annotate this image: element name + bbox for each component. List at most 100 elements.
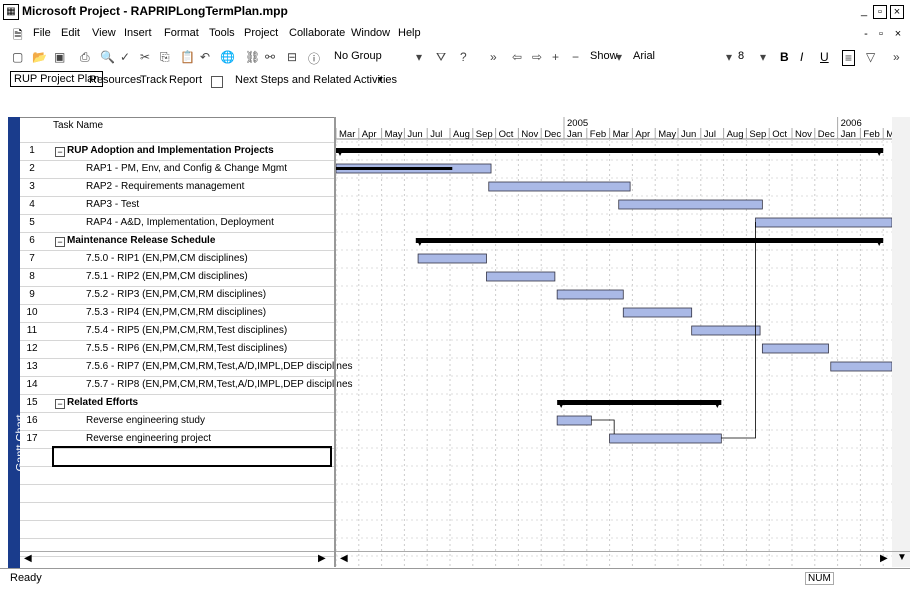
save-icon[interactable]: ▣	[54, 50, 66, 64]
task-bar[interactable]	[556, 289, 624, 300]
grid-horizontal-scrollbar[interactable]	[20, 551, 334, 567]
task-name[interactable]: 7.5.6 - RIP7 (EN,PM,CM,RM,Test,A/D,IMPL,…	[86, 361, 353, 372]
font-size-select[interactable]: 8	[738, 50, 745, 62]
copy-icon[interactable]: ⎘	[160, 50, 170, 64]
chart-scroll-left-icon[interactable]: ◀	[340, 553, 348, 564]
menu-tools[interactable]: Tools	[209, 27, 235, 39]
resources-button[interactable]: Resources	[89, 74, 142, 86]
task-bar[interactable]	[830, 361, 892, 372]
row-id[interactable]: 3	[29, 181, 35, 192]
font-dropdown-icon[interactable]: ▾	[726, 50, 733, 64]
spelling-icon[interactable]: ✓	[120, 50, 131, 64]
group-select[interactable]: No Group	[334, 50, 382, 62]
font-select[interactable]: Arial	[633, 50, 656, 62]
paste-icon[interactable]: 📋	[180, 50, 195, 64]
row-id[interactable]: 16	[26, 415, 38, 426]
task-name[interactable]: RAP4 - A&D, Implementation, Deployment	[86, 217, 274, 228]
doc-restore-icon[interactable]: ▫	[879, 28, 883, 40]
toolbar-options-icon[interactable]: »	[893, 50, 900, 64]
scroll-right-icon[interactable]: ⇨	[532, 50, 543, 64]
row-id[interactable]: 10	[26, 307, 38, 318]
task-name[interactable]: Maintenance Release Schedule	[67, 235, 216, 246]
bold-button[interactable]: B	[780, 50, 789, 64]
show-button[interactable]: Show	[590, 50, 618, 62]
task-bar[interactable]	[691, 325, 761, 336]
next-steps-dropdown-icon[interactable]: ▾	[378, 74, 383, 84]
vertical-scrollbar[interactable]	[892, 117, 910, 567]
next-steps-button[interactable]: Next Steps and Related Activities	[235, 74, 398, 86]
scroll-down-icon[interactable]: ▼	[897, 552, 907, 563]
task-bar[interactable]	[417, 253, 487, 264]
menu-window[interactable]: Window	[351, 27, 391, 39]
underline-button[interactable]: U	[820, 50, 829, 64]
task-name[interactable]: 7.5.1 - RIP2 (EN,PM,CM disciplines)	[86, 271, 248, 282]
filter-icon[interactable]: ⛛	[436, 50, 447, 64]
restore-icon[interactable]: ▫	[873, 5, 887, 19]
collapse-icon[interactable]: −	[55, 147, 65, 157]
row-id[interactable]: 9	[29, 289, 35, 300]
doc-close-icon[interactable]: ×	[894, 28, 902, 40]
task-name[interactable]: 7.5.0 - RIP1 (EN,PM,CM disciplines)	[86, 253, 248, 264]
unlink-icon[interactable]: ⚯	[265, 50, 276, 64]
next-steps-icon[interactable]	[211, 76, 223, 88]
menu-view[interactable]: View	[92, 27, 116, 39]
task-name[interactable]: 7.5.4 - RIP5 (EN,PM,CM,RM,Test disciplin…	[86, 325, 288, 336]
progress-bar[interactable]	[336, 167, 453, 170]
task-bar[interactable]	[556, 415, 592, 426]
row-id[interactable]: 13	[26, 361, 38, 372]
italic-button[interactable]: I	[800, 50, 804, 64]
menu-edit[interactable]: Edit	[61, 27, 80, 39]
grid-scroll-right-icon[interactable]: ▶	[318, 553, 326, 564]
task-name[interactable]: RAP3 - Test	[86, 199, 140, 210]
row-id[interactable]: 2	[29, 163, 35, 174]
task-bar[interactable]	[609, 433, 722, 444]
row-id[interactable]: 8	[29, 271, 35, 282]
collapse-icon[interactable]: −	[55, 399, 65, 409]
task-name[interactable]: Reverse engineering project	[86, 433, 212, 444]
task-name[interactable]: Related Efforts	[67, 397, 139, 408]
print-icon[interactable]: ⎙	[80, 50, 90, 64]
preview-icon[interactable]: 🔍	[100, 50, 115, 64]
task-name[interactable]: 7.5.2 - RIP3 (EN,PM,CM,RM disciplines)	[86, 289, 267, 300]
task-bar[interactable]	[622, 307, 693, 318]
task-name[interactable]: 7.5.5 - RIP6 (EN,PM,CM,RM,Test disciplin…	[86, 343, 288, 354]
group-dropdown-icon[interactable]: ▾	[416, 50, 423, 64]
align-left-icon[interactable]: ≡	[842, 50, 856, 66]
scroll-left-icon[interactable]: ⇦	[512, 50, 523, 64]
task-bar[interactable]	[761, 343, 829, 354]
chart-horizontal-scrollbar[interactable]	[336, 551, 910, 567]
selected-cell[interactable]	[52, 446, 332, 467]
row-id[interactable]: 1	[29, 145, 35, 156]
row-id[interactable]: 14	[26, 379, 38, 390]
row-id[interactable]: 7	[29, 253, 35, 264]
task-name[interactable]: RUP Adoption and Implementation Projects	[67, 145, 274, 156]
link-icon[interactable]: ⛓	[245, 50, 261, 64]
summary-bar[interactable]	[336, 148, 884, 153]
track-button[interactable]: Track	[140, 74, 168, 86]
row-id[interactable]: 17	[26, 433, 38, 444]
menu-format[interactable]: Format	[164, 27, 199, 39]
hyperlink-icon[interactable]: 🌐	[220, 50, 235, 64]
split-icon[interactable]: ⊟	[287, 50, 298, 64]
row-id[interactable]: 5	[29, 217, 35, 228]
add-icon[interactable]: +	[552, 50, 560, 64]
cut-icon[interactable]: ✂	[140, 50, 151, 64]
summary-bar[interactable]	[415, 238, 884, 243]
task-name[interactable]: 7.5.3 - RIP4 (EN,PM,CM,RM disciplines)	[86, 307, 267, 318]
collapse-icon[interactable]: −	[55, 237, 65, 247]
help-icon[interactable]: ?	[460, 50, 467, 64]
task-bar[interactable]	[755, 217, 892, 228]
view-bar[interactable]	[8, 117, 20, 574]
task-info-icon[interactable]: ⓘ	[308, 52, 321, 66]
document-icon[interactable]: 🗎	[13, 28, 23, 42]
new-icon[interactable]: ▢	[12, 50, 24, 64]
font-size-dropdown-icon[interactable]: ▾	[760, 50, 767, 64]
row-id[interactable]: 6	[29, 235, 35, 246]
doc-minimize-icon[interactable]: -	[864, 28, 868, 40]
minimize-icon[interactable]: _	[860, 5, 868, 17]
menu-file[interactable]: File	[33, 27, 51, 39]
row-id[interactable]: 15	[26, 397, 38, 408]
chart-scroll-right-icon[interactable]: ▶	[880, 553, 888, 564]
task-name[interactable]: RAP1 - PM, Env, and Config & Change Mgmt	[86, 163, 288, 174]
close-icon[interactable]: ×	[890, 5, 904, 19]
